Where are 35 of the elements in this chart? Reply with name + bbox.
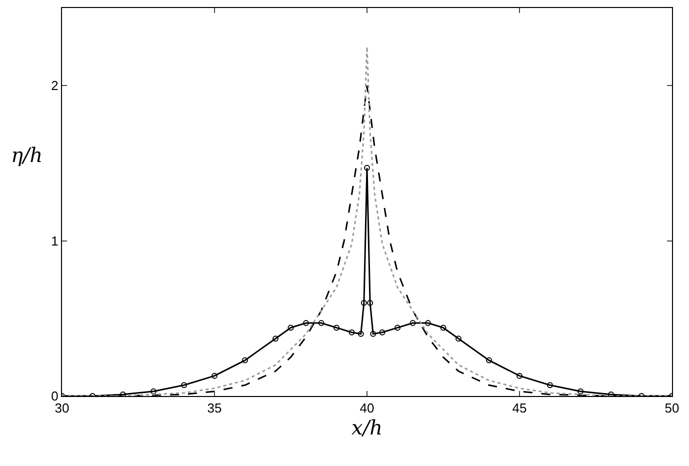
point	[360, 300, 367, 306]
point	[358, 330, 364, 337]
x-tick-label: 45	[512, 400, 527, 416]
point	[181, 382, 187, 388]
y-axis-title: η/h	[11, 143, 43, 167]
point	[410, 320, 416, 326]
x-tick-label: 40	[360, 400, 374, 416]
point	[379, 329, 386, 336]
x-axis-title: x/h	[352, 416, 382, 440]
point	[120, 391, 126, 396]
point	[440, 324, 446, 331]
point	[547, 382, 553, 388]
point	[242, 357, 248, 364]
point	[212, 372, 218, 379]
point	[150, 388, 156, 394]
point	[394, 324, 400, 331]
point	[334, 324, 340, 331]
point	[303, 320, 309, 326]
point	[364, 164, 370, 171]
point	[425, 320, 431, 326]
point	[578, 388, 584, 394]
point	[288, 324, 294, 331]
point	[608, 391, 614, 396]
point	[272, 336, 278, 342]
point	[348, 329, 355, 336]
point	[486, 357, 492, 364]
x-tick-label: 35	[207, 400, 222, 416]
y-tick-label: 2	[51, 78, 58, 94]
point	[370, 330, 376, 337]
point	[318, 320, 324, 326]
point	[456, 336, 462, 342]
point	[516, 372, 522, 379]
y-tick-label: 1	[51, 233, 58, 248]
x-tick-label: 50	[664, 400, 680, 416]
point	[367, 300, 374, 306]
